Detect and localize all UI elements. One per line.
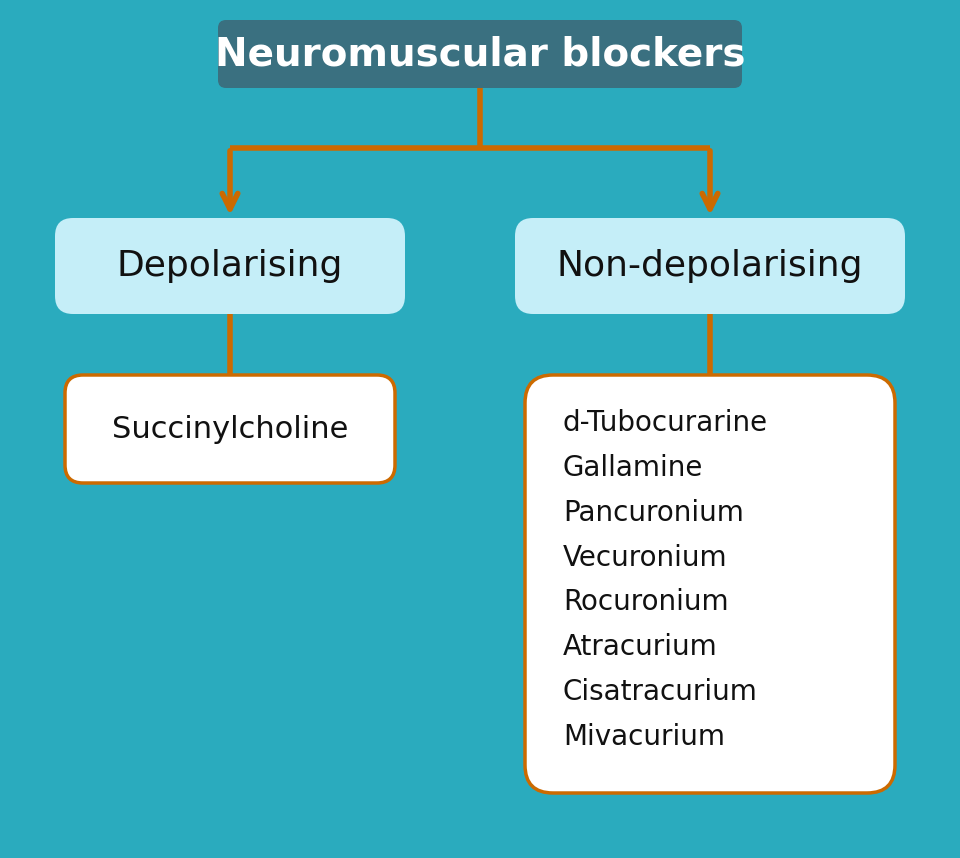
FancyBboxPatch shape	[525, 375, 895, 793]
FancyBboxPatch shape	[55, 218, 405, 314]
Text: Mivacurium: Mivacurium	[563, 722, 725, 751]
Text: Atracurium: Atracurium	[563, 633, 718, 662]
Text: Neuromuscular blockers: Neuromuscular blockers	[215, 35, 745, 73]
Text: Rocuronium: Rocuronium	[563, 589, 729, 617]
Text: Vecuronium: Vecuronium	[563, 544, 728, 571]
Text: Succinylcholine: Succinylcholine	[111, 414, 348, 444]
Text: Non-depolarising: Non-depolarising	[557, 249, 863, 283]
Text: Depolarising: Depolarising	[117, 249, 343, 283]
Text: Gallamine: Gallamine	[563, 454, 704, 482]
FancyBboxPatch shape	[65, 375, 395, 483]
Text: d-Tubocurarine: d-Tubocurarine	[563, 409, 768, 438]
Text: Cisatracurium: Cisatracurium	[563, 678, 757, 706]
FancyBboxPatch shape	[515, 218, 905, 314]
Text: Pancuronium: Pancuronium	[563, 499, 744, 527]
FancyBboxPatch shape	[218, 20, 742, 88]
